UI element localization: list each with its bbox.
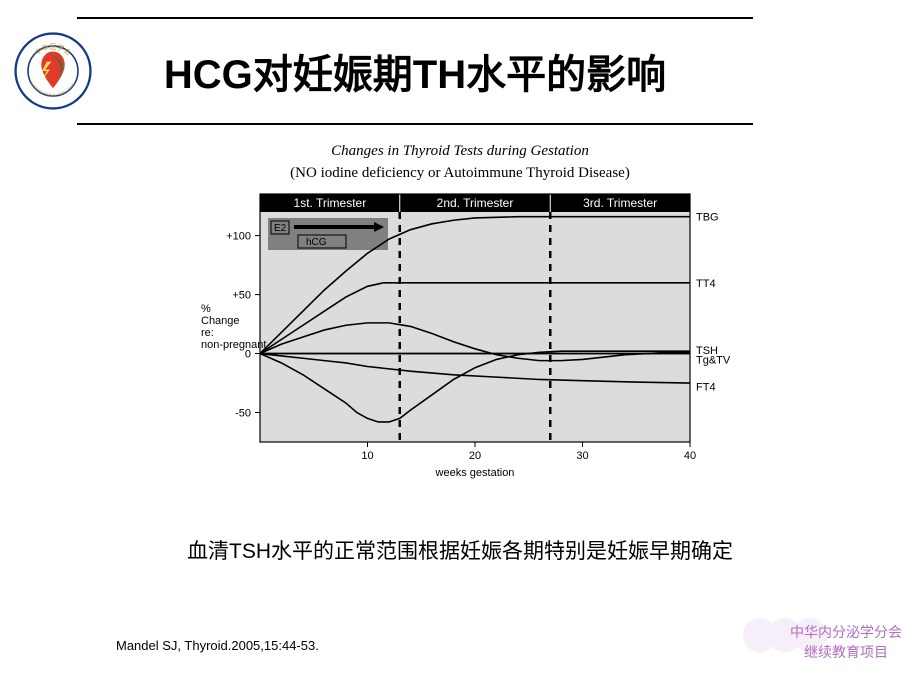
note-text: 血清TSH水平的正常范围根据妊娠各期特别是妊娠早期确定 xyxy=(0,535,920,565)
svg-text:non-pregnant: non-pregnant xyxy=(201,339,266,351)
footer-brand: 中华内分泌学分会 继续教育项目 xyxy=(790,622,902,662)
svg-text:20: 20 xyxy=(469,450,481,462)
title-box: HCG对妊娠期TH水平的影响 xyxy=(77,17,753,125)
svg-text:FT4: FT4 xyxy=(696,382,716,394)
thyroid-chart: 1st. Trimester 2nd. Trimester 3rd. Trimest… xyxy=(195,192,760,482)
svg-text:40: 40 xyxy=(684,450,696,462)
svg-text:hCG: hCG xyxy=(306,237,327,248)
svg-text:30: 30 xyxy=(576,450,588,462)
svg-text:TT4: TT4 xyxy=(696,278,716,290)
svg-text:+100: +100 xyxy=(226,231,251,243)
citation: Mandel SJ, Thyroid.2005,15:44-53. xyxy=(116,638,319,653)
svg-text:2nd. Trimester: 2nd. Trimester xyxy=(437,196,514,210)
chart-caption-1: Changes in Thyroid Tests during Gestatio… xyxy=(0,143,920,160)
svg-text:Tg&TV: Tg&TV xyxy=(696,354,731,366)
svg-text:re:: re: xyxy=(201,327,214,339)
svg-text:weeks gestation: weeks gestation xyxy=(435,467,515,479)
svg-text:3rd. Trimester: 3rd. Trimester xyxy=(583,196,657,210)
slide-title: HCG对妊娠期TH水平的影响 xyxy=(164,42,666,100)
svg-text:+50: +50 xyxy=(232,290,251,302)
svg-text:1st. Trimester: 1st. Trimester xyxy=(294,196,367,210)
svg-text:Change: Change xyxy=(201,315,240,327)
svg-text:%: % xyxy=(201,303,211,315)
svg-text:10: 10 xyxy=(361,450,373,462)
svg-text:E2: E2 xyxy=(274,223,287,234)
chart-caption-2: (NO iodine deficiency or Autoimmune Thyr… xyxy=(0,165,920,182)
svg-text:-50: -50 xyxy=(235,408,251,420)
footer-line2: 继续教育项目 xyxy=(790,642,902,662)
footer-line1: 中华内分泌学分会 xyxy=(790,622,902,642)
svg-text:TBG: TBG xyxy=(696,212,719,224)
